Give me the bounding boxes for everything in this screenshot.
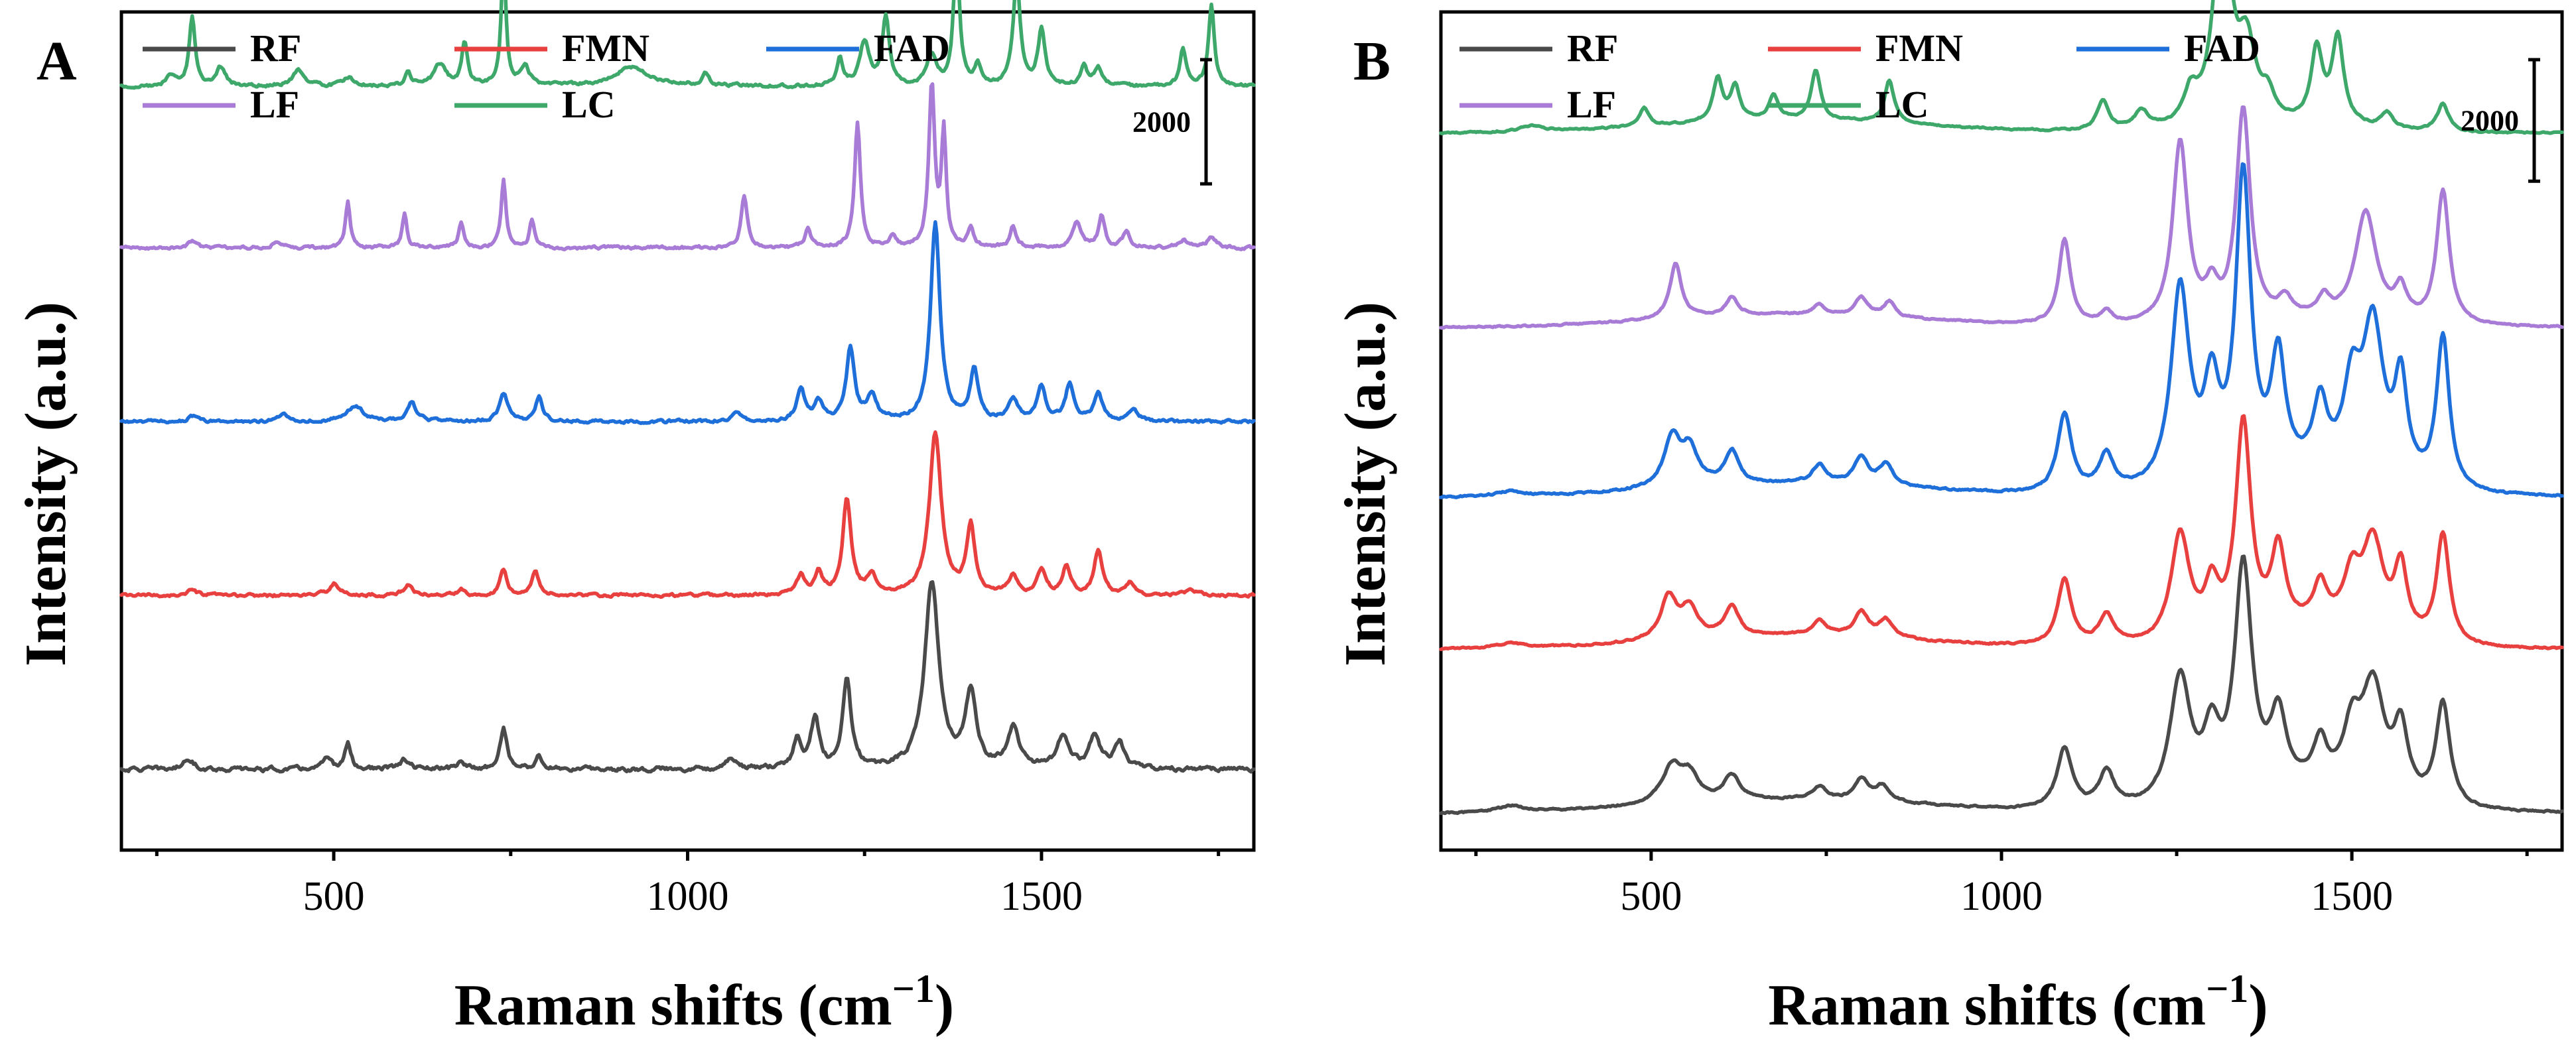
x-axis-label-main: Raman shifts (cm [1768, 973, 2206, 1038]
x-tick-label: 1500 [1000, 874, 1083, 919]
scale-bar-label: 2000 [1132, 106, 1191, 139]
legend-label-fmn: FMN [1875, 27, 1963, 70]
panel-b: 500 1000 1500 Raman shifts (cm−1) Intensity … [1333, 0, 2564, 1038]
series-group [1439, 0, 2564, 816]
y-axis-label: Intensity (a.u.) [14, 302, 78, 666]
series-line-lc [119, 0, 1256, 90]
y-axis-label: Intensity (a.u.) [1333, 302, 1398, 666]
x-tick-label: 1000 [647, 874, 729, 919]
legend: RF FMN FAD LF LC [143, 27, 950, 126]
series-line-fad [119, 220, 1256, 425]
panel-a: 500 1000 1500 Raman shifts (cm−1) Intensity … [14, 0, 1256, 1038]
panel-label: A [36, 31, 77, 92]
legend-label-fad: FAD [874, 27, 950, 70]
x-tick-label: 1500 [2311, 874, 2393, 919]
x-tick-label: 1000 [1960, 874, 2043, 919]
x-tick-label: 500 [303, 874, 365, 919]
x-axis-label-close: ) [935, 973, 954, 1038]
legend-label-lf: LF [1567, 83, 1616, 126]
x-axis-label: Raman shifts (cm−1) [454, 967, 954, 1038]
legend-label-lc: LC [1875, 83, 1929, 126]
series-line-lc [1439, 0, 2564, 136]
legend-label-rf: RF [1567, 27, 1618, 70]
plot-frame [119, 10, 1256, 852]
series-line-fad [1439, 162, 2564, 499]
x-tick-label: 500 [1620, 874, 1682, 919]
series-line-rf [119, 580, 1256, 774]
panel-label: B [1353, 31, 1390, 92]
series-line-fmn [1439, 414, 2564, 652]
x-axis-label-main: Raman shifts (cm [454, 973, 892, 1038]
series-group [119, 0, 1256, 774]
series-line-lf [1439, 105, 2564, 330]
series-line-lf [119, 82, 1256, 252]
series-line-fmn [119, 430, 1256, 599]
x-axis-label: Raman shifts (cm−1) [1768, 967, 2268, 1038]
x-axis-label-close: ) [2248, 973, 2268, 1038]
x-axis-label-superscript: −1 [2206, 967, 2248, 1011]
legend: RF FMN FAD LF LC [1459, 27, 2260, 126]
legend-label-fad: FAD [2184, 27, 2260, 70]
x-axis-label-superscript: −1 [892, 967, 935, 1011]
legend-label-lf: LF [250, 83, 299, 126]
scale-bar-label: 2000 [2461, 105, 2519, 137]
series-line-rf [1439, 554, 2564, 816]
legend-label-lc: LC [562, 83, 616, 126]
legend-label-rf: RF [250, 27, 301, 70]
legend-label-fmn: FMN [562, 27, 649, 70]
